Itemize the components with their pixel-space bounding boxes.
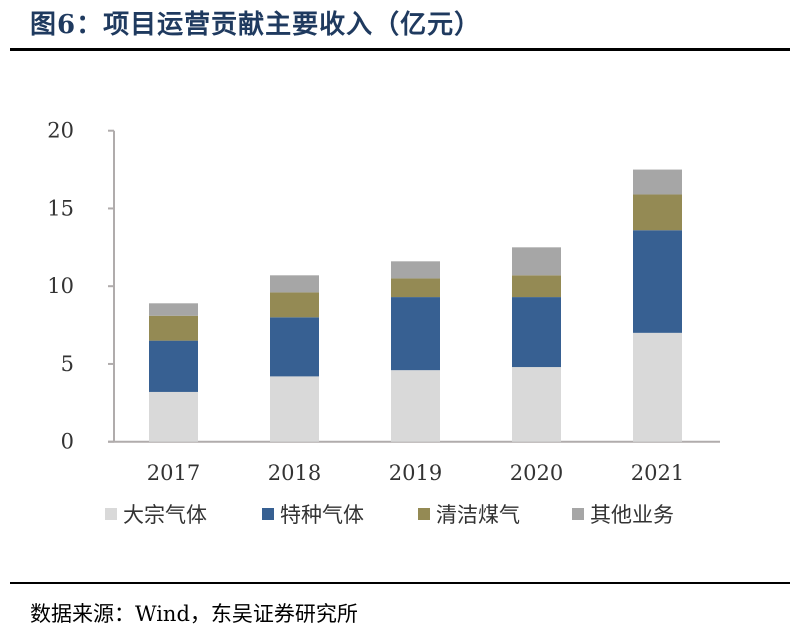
legend-swatch-2 bbox=[418, 508, 430, 520]
legend-label-2: 清洁煤气 bbox=[436, 503, 520, 527]
bar-2021-series-3 bbox=[633, 169, 682, 195]
bar-2018-series-1 bbox=[270, 317, 319, 377]
bar-2019-series-0 bbox=[391, 370, 440, 442]
legend-swatch-1 bbox=[262, 508, 274, 520]
bar-2019-series-2 bbox=[391, 278, 440, 298]
x-tick-label: 2018 bbox=[268, 461, 321, 485]
bar-2020-series-3 bbox=[512, 247, 561, 276]
bar-2021-series-2 bbox=[633, 194, 682, 231]
y-tick-label: 0 bbox=[61, 430, 74, 454]
bar-2017-series-1 bbox=[149, 340, 198, 392]
legend-label-1: 特种气体 bbox=[280, 503, 364, 527]
stacked-bar-chart: 0 5 10 15 20 2017 2018 2019 2020 2021 大宗气体 特种气体 清洁煤气… bbox=[47, 119, 720, 527]
x-tick-label: 2021 bbox=[631, 461, 684, 485]
y-tick-label: 5 bbox=[61, 352, 74, 376]
bar-2019-series-3 bbox=[391, 261, 440, 279]
bar-2017-series-3 bbox=[149, 303, 198, 316]
title-rule bbox=[10, 48, 790, 51]
bar-2018-series-3 bbox=[270, 275, 319, 293]
bar-2020-series-1 bbox=[512, 297, 561, 368]
bar-2020-series-0 bbox=[512, 367, 561, 442]
legend-label-0: 大宗气体 bbox=[123, 503, 207, 527]
y-tick-label: 10 bbox=[47, 274, 74, 298]
y-tick-label: 15 bbox=[47, 196, 74, 220]
bar-2018-series-2 bbox=[270, 292, 319, 318]
legend-swatch-3 bbox=[572, 508, 584, 520]
bar-2020-series-2 bbox=[512, 275, 561, 298]
figure-title: 图6：项目运营贡献主要收入（亿元） bbox=[30, 10, 482, 40]
y-tick-label: 20 bbox=[47, 119, 74, 143]
bar-2018-series-0 bbox=[270, 376, 319, 442]
x-tick-label: 2019 bbox=[389, 461, 442, 485]
legend-swatch-0 bbox=[105, 508, 117, 520]
source-note: 数据来源：Wind，东吴证券研究所 bbox=[30, 602, 358, 626]
bar-2021-series-1 bbox=[633, 230, 682, 333]
bar-2017-series-0 bbox=[149, 391, 198, 442]
bar-2019-series-1 bbox=[391, 297, 440, 371]
x-tick-label: 2017 bbox=[147, 461, 200, 485]
legend-label-3: 其他业务 bbox=[590, 503, 674, 527]
bar-2021-series-0 bbox=[633, 332, 682, 442]
source-rule bbox=[10, 582, 790, 584]
x-tick-label: 2020 bbox=[510, 461, 563, 485]
bar-2017-series-2 bbox=[149, 315, 198, 341]
